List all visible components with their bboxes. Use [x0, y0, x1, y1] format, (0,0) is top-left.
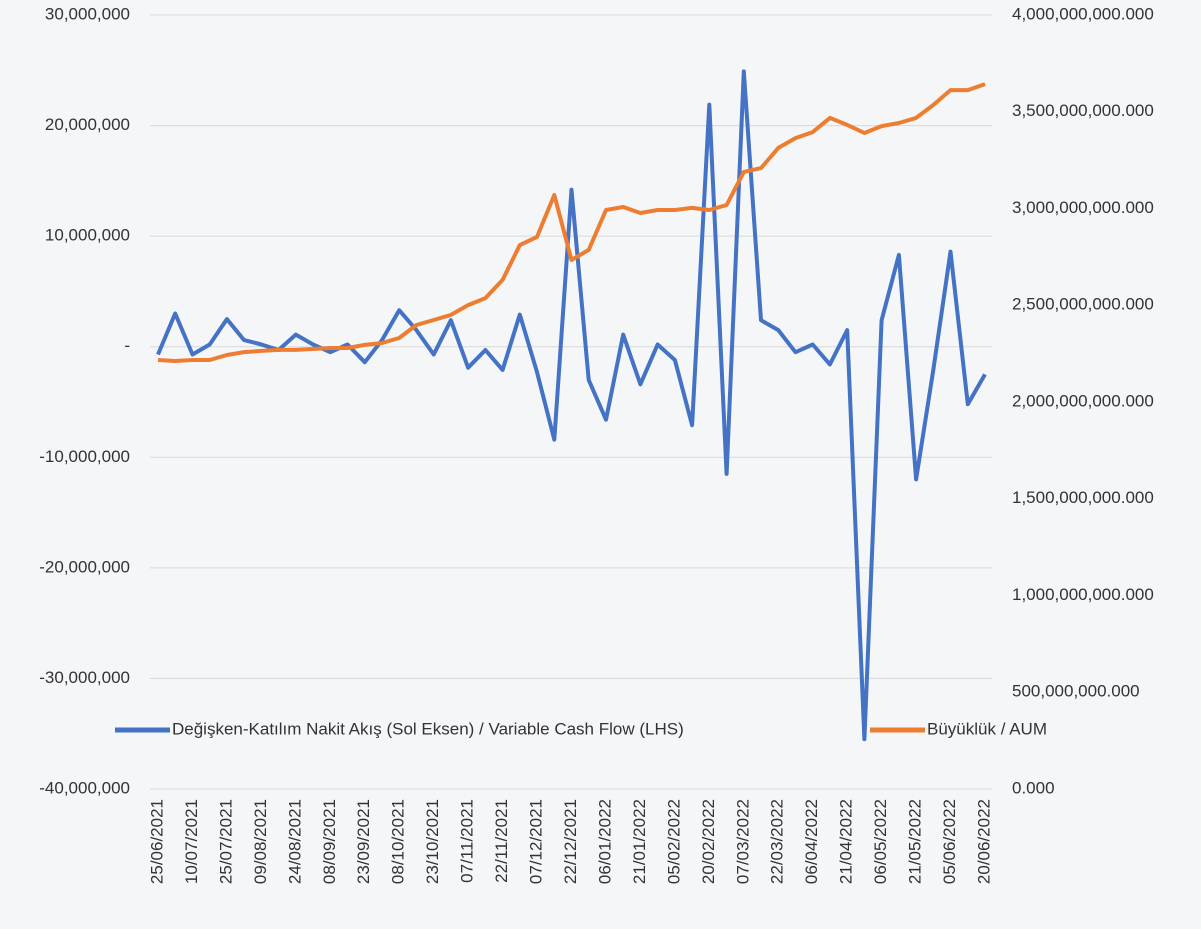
x-tick-label: 23/10/2021 [423, 799, 442, 884]
x-tick-label: 05/02/2022 [664, 799, 683, 884]
x-tick-label: 07/12/2021 [527, 799, 546, 884]
x-tick-label: 06/05/2022 [871, 799, 890, 884]
y-tick-label: 20,000,000 [45, 115, 130, 134]
x-tick-label: 25/07/2021 [216, 799, 235, 884]
x-tick-label: 09/08/2021 [251, 799, 270, 884]
x-tick-label: 06/01/2022 [595, 799, 614, 884]
x-tick-label: 21/04/2022 [837, 799, 856, 884]
y2-tick-label: 1,000,000,000.000 [1012, 585, 1154, 604]
y-tick-label: 10,000,000 [45, 226, 130, 245]
x-tick-label: 07/03/2022 [733, 799, 752, 884]
y-tick-label: 30,000,000 [45, 4, 130, 23]
x-tick-label: 22/11/2021 [492, 799, 511, 883]
x-tick-label: 06/04/2022 [802, 799, 821, 884]
series-line [158, 71, 985, 739]
x-tick-label: 23/09/2021 [354, 799, 373, 884]
x-tick-label: 07/11/2021 [458, 799, 477, 883]
y2-tick-label: 1,500,000,000.000 [1012, 488, 1154, 507]
y2-tick-label: 500,000,000.000 [1012, 682, 1140, 701]
legend-label: Değişken-Katılım Nakit Akış (Sol Eksen) … [172, 719, 684, 738]
y2-tick-label: 4,000,000,000.000 [1012, 4, 1154, 23]
x-tick-label: 10/07/2021 [182, 799, 201, 884]
y2-tick-label: 2,000,000,000.000 [1012, 391, 1154, 410]
x-tick-label: 25/06/2021 [147, 799, 166, 884]
y-tick-label: - [124, 336, 130, 355]
x-tick-label: 08/09/2021 [320, 799, 339, 884]
x-tick-label: 21/01/2022 [630, 799, 649, 884]
y-tick-label: -30,000,000 [39, 668, 130, 687]
y2-tick-label: 0.000 [1012, 778, 1055, 797]
x-tick-label: 22/12/2021 [561, 799, 580, 884]
legend-label: Büyüklük / AUM [927, 719, 1047, 738]
y-tick-label: -20,000,000 [39, 557, 130, 576]
x-tick-label: 24/08/2021 [285, 799, 304, 884]
y-tick-label: -40,000,000 [39, 778, 130, 797]
chart: -40,000,000-30,000,000-20,000,000-10,000… [0, 0, 1201, 924]
x-tick-label: 22/03/2022 [768, 799, 787, 884]
x-tick-label: 08/10/2021 [389, 799, 408, 884]
x-tick-label: 05/06/2022 [940, 799, 959, 884]
x-tick-label: 21/05/2022 [906, 799, 925, 884]
y-tick-label: -10,000,000 [39, 447, 130, 466]
x-tick-label: 20/06/2022 [974, 799, 993, 884]
y2-tick-label: 3,500,000,000.000 [1012, 101, 1154, 120]
y2-tick-label: 2,500,000,000.000 [1012, 295, 1154, 314]
y2-tick-label: 3,000,000,000.000 [1012, 198, 1154, 217]
x-tick-label: 20/02/2022 [699, 799, 718, 884]
